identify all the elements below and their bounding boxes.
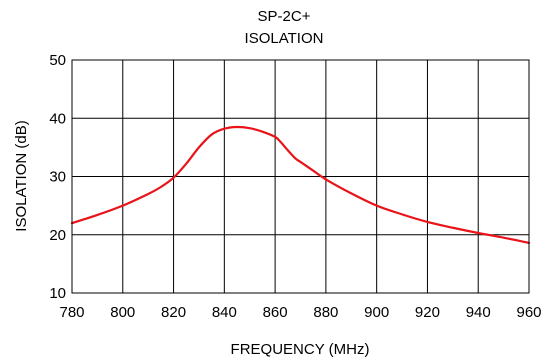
y-tick-label: 10 <box>49 285 66 302</box>
x-tick-label: 900 <box>364 304 389 321</box>
chart-title: SP-2C+ <box>258 8 311 25</box>
x-tick-label: 820 <box>161 304 186 321</box>
x-tick-label: 840 <box>212 304 237 321</box>
y-tick-label: 40 <box>49 110 66 127</box>
x-tick-label: 860 <box>263 304 288 321</box>
series-layer <box>70 125 531 245</box>
grid-lines <box>71 59 530 294</box>
y-axis-ticks: 10 20 30 40 50 <box>49 52 66 302</box>
y-axis-title: ISOLATION (dB) <box>13 120 30 231</box>
x-axis-ticks: 780 800 820 840 860 880 900 920 940 960 <box>59 304 541 321</box>
y-tick-label: 20 <box>49 227 66 244</box>
chart-subtitle: ISOLATION <box>245 30 324 47</box>
x-tick-label: 940 <box>466 304 491 321</box>
y-tick-label: 50 <box>49 52 66 69</box>
x-tick-label: 960 <box>516 304 541 321</box>
plot-area-frame <box>71 59 530 294</box>
x-tick-label: 880 <box>313 304 338 321</box>
y-tick-label: 30 <box>49 169 66 186</box>
isolation-series-line <box>70 125 531 245</box>
x-axis-title: FREQUENCY (MHz) <box>231 341 370 358</box>
x-tick-label: 780 <box>59 304 84 321</box>
x-tick-label: 920 <box>415 304 440 321</box>
x-tick-label: 800 <box>110 304 135 321</box>
